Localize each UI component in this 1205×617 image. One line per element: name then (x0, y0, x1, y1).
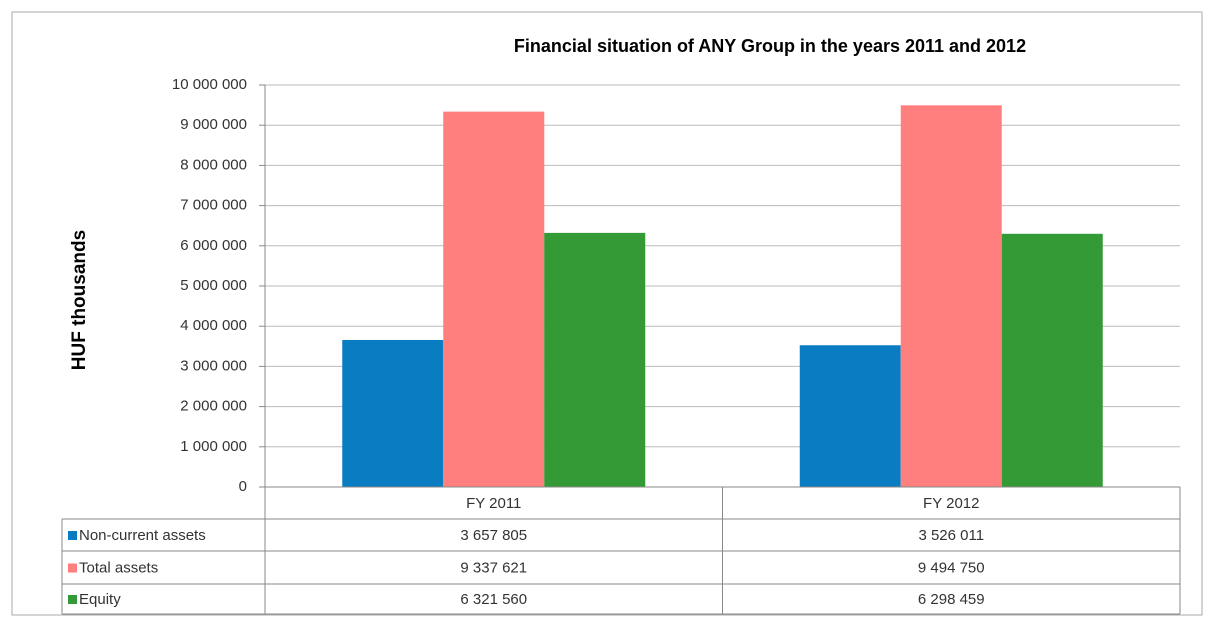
y-tick-label: 9 000 000 (180, 116, 247, 133)
bar (900, 105, 1002, 488)
y-tick-label: 3 000 000 (180, 357, 247, 374)
y-tick-label: 5 000 000 (180, 277, 247, 294)
table-value: 9 337 621 (460, 559, 527, 576)
y-tick-label: 8 000 000 (180, 156, 247, 173)
legend-key (68, 595, 77, 604)
chart-frame (11, 11, 1203, 616)
y-tick-label: 2 000 000 (180, 398, 247, 415)
table-value: 3 657 805 (460, 527, 527, 544)
y-tick-label: 0 (239, 478, 247, 495)
x-tick-label: FY 2012 (923, 495, 979, 512)
legend-key (68, 531, 77, 540)
y-tick-label: 10 000 000 (172, 76, 247, 93)
bar (799, 345, 901, 487)
table-value: 9 494 750 (918, 559, 985, 576)
bar (443, 111, 545, 488)
table-value: 6 298 459 (918, 591, 985, 608)
legend-key (68, 563, 77, 573)
legend-label: Total assets (79, 559, 158, 576)
y-tick-label: 4 000 000 (180, 317, 247, 334)
table-value: 3 526 011 (918, 527, 984, 544)
legend-label: Equity (79, 591, 121, 608)
bar (342, 339, 444, 487)
y-axis-label: HUF thousands (69, 230, 90, 370)
bar (1001, 233, 1103, 487)
table-value: 6 321 560 (460, 591, 527, 608)
chart-title: Financial situation of ANY Group in the … (514, 36, 1026, 56)
y-tick-label: 6 000 000 (180, 237, 247, 254)
bar (544, 232, 646, 487)
x-tick-label: FY 2011 (466, 495, 521, 512)
legend-label: Non-current assets (79, 527, 206, 544)
y-tick-label: 1 000 000 (180, 438, 247, 455)
y-tick-label: 7 000 000 (180, 197, 247, 214)
